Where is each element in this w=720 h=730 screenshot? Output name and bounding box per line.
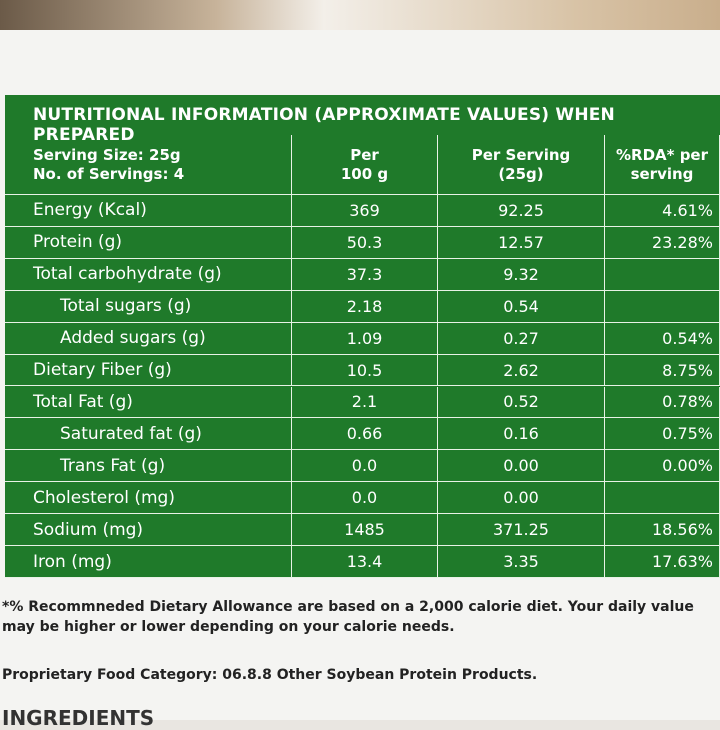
header-line: %RDA* per — [615, 145, 708, 164]
value-cell: 10.5 — [292, 354, 438, 387]
value-cell — [605, 258, 720, 291]
nutrient-name: Trans Fat (g) — [5, 450, 292, 483]
value-cell: 0.78% — [605, 386, 720, 419]
table-title: NUTRITIONAL INFORMATION (APPROXIMATE VAL… — [33, 105, 615, 145]
header-line: Per — [350, 145, 379, 164]
nutrient-name: Cholesterol (mg) — [5, 482, 292, 515]
value-cell: 12.57 — [438, 226, 605, 259]
value-cell: 92.25 — [438, 195, 605, 227]
header-line: Serving Size: 25g — [33, 145, 181, 164]
header-line: (25g) — [498, 164, 544, 183]
header-line: Per Serving — [471, 145, 571, 164]
nutrient-name: Iron (mg) — [5, 546, 292, 578]
value-cell: 0.0 — [292, 450, 438, 483]
value-cell: 23.28% — [605, 226, 720, 259]
value-cell: 0.00 — [438, 450, 605, 483]
nutrient-name: Added sugars (g) — [5, 322, 292, 355]
footnote: *% Recommneded Dietary Allowance are bas… — [2, 599, 694, 635]
value-cell: 371.25 — [438, 514, 605, 547]
value-cell: 17.63% — [605, 546, 720, 578]
value-cell: 2.1 — [292, 386, 438, 419]
header-cell: Per Serving (25g) — [438, 135, 605, 195]
value-cell: 0.54% — [605, 322, 720, 355]
nutrient-name: Energy (Kcal) — [5, 195, 292, 227]
header-line: serving — [630, 164, 694, 183]
nutrient-name: Total sugars (g) — [5, 290, 292, 323]
value-cell: 0.00 — [438, 482, 605, 515]
value-cell: 50.3 — [292, 226, 438, 259]
header-cell: Per 100 g — [292, 135, 438, 195]
value-cell: 1485 — [292, 514, 438, 547]
nutrient-name: Total carbohydrate (g) — [5, 258, 292, 291]
nutrition-table: NUTRITIONAL INFORMATION (APPROXIMATE VAL… — [5, 95, 720, 578]
value-cell: 9.32 — [438, 258, 605, 291]
header-line: 100 g — [340, 164, 389, 183]
nutrient-name: Protein (g) — [5, 226, 292, 259]
nutrient-name: Saturated fat (g) — [5, 418, 292, 451]
value-cell: 3.35 — [438, 546, 605, 578]
value-cell: 0.27 — [438, 322, 605, 355]
value-cell: 18.56% — [605, 514, 720, 547]
value-cell: 0.75% — [605, 418, 720, 451]
value-cell: 0.0 — [292, 482, 438, 515]
value-cell: 1.09 — [292, 322, 438, 355]
value-cell: 0.52 — [438, 386, 605, 419]
value-cell: 0.54 — [438, 290, 605, 323]
ingredients-heading: INGREDIENTS — [2, 706, 155, 730]
header-cell: %RDA* per serving — [605, 135, 720, 195]
nutrient-name: Sodium (mg) — [5, 514, 292, 547]
value-cell: 13.4 — [292, 546, 438, 578]
header-line: No. of Servings: 4 — [33, 164, 185, 183]
value-cell: 2.62 — [438, 354, 605, 387]
value-cell: 37.3 — [292, 258, 438, 291]
value-cell: 0.66 — [292, 418, 438, 451]
value-cell: 8.75% — [605, 354, 720, 387]
value-cell: 369 — [292, 195, 438, 227]
food-category: Proprietary Food Category: 06.8.8 Other … — [2, 667, 538, 683]
value-cell: 0.16 — [438, 418, 605, 451]
nutrient-name: Total Fat (g) — [5, 386, 292, 419]
value-cell: 4.61% — [605, 195, 720, 227]
value-cell — [605, 482, 720, 515]
value-cell — [605, 290, 720, 323]
header-cell: Serving Size: 25g No. of Servings: 4 — [5, 135, 292, 195]
value-cell: 2.18 — [292, 290, 438, 323]
nutrient-name: Dietary Fiber (g) — [5, 354, 292, 387]
value-cell: 0.00% — [605, 450, 720, 483]
